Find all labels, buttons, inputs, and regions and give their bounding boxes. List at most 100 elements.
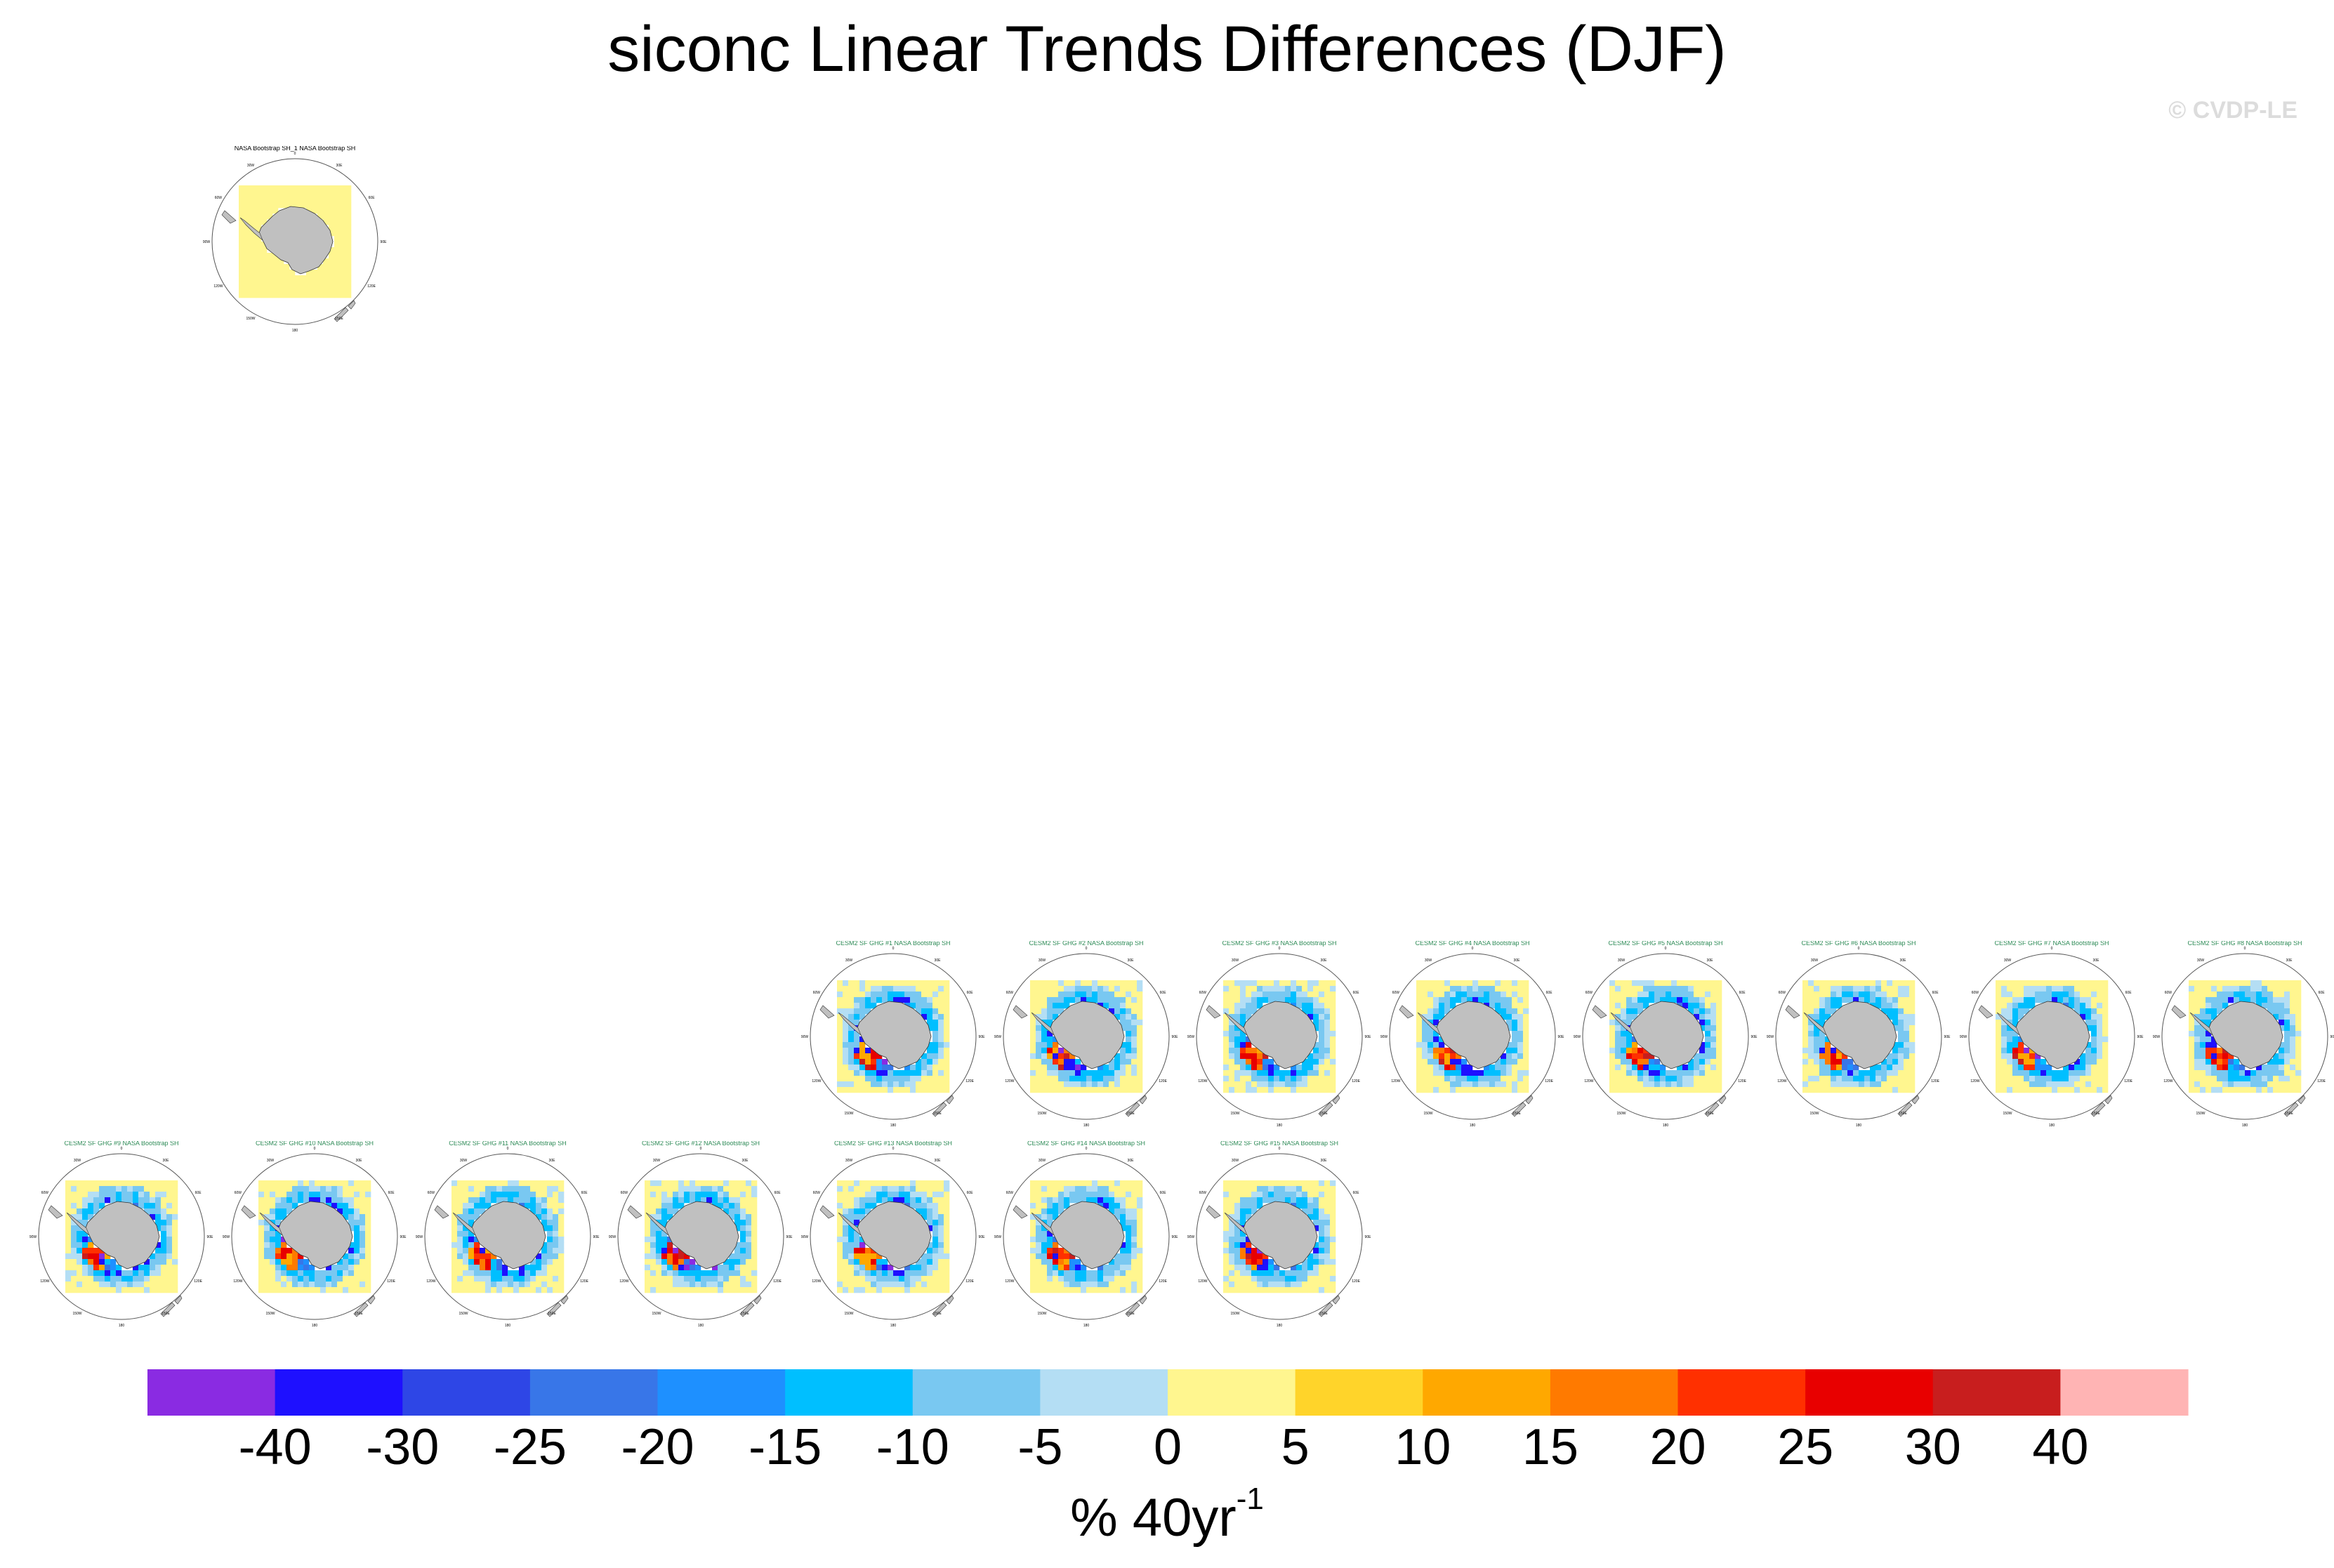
grid-cell [267,286,273,293]
grid-cell [1688,1059,1694,1065]
longitude-label: 30W [74,1159,81,1163]
grid-cell [1632,1003,1638,1009]
grid-cell [848,1276,855,1282]
grid-cell [525,1287,531,1293]
south-america-land [1399,1005,1414,1019]
grid-cell [859,1180,866,1187]
grid-cell [1609,1042,1616,1048]
grid-cell [2052,991,2058,998]
grid-cell [166,1287,173,1293]
grid-cell [1234,1087,1241,1093]
grid-cell [684,1265,690,1271]
grid-cell [1808,1003,1814,1009]
data-grid [239,185,352,298]
grid-cell [1609,1020,1616,1026]
grid-cell [2052,1070,2058,1076]
grid-cell [2239,1081,2246,1088]
grid-cell [944,1287,950,1293]
longitude-label: 90W [801,1035,809,1039]
south-america-land [434,1205,449,1219]
grid-cell [1609,1048,1616,1054]
grid-cell [899,991,905,998]
grid-cell [250,208,256,214]
grid-cell [1523,1036,1529,1043]
grid-cell [1030,1253,1036,1260]
grid-cell [323,202,329,209]
grid-cell [1699,1008,1706,1015]
grid-cell [746,1265,752,1271]
grid-cell [865,1053,871,1060]
grid-cell [1069,1081,1076,1088]
grid-cell [2102,1014,2109,1020]
grid-cell [932,1214,939,1220]
grid-cell [155,1180,161,1187]
grid-cell [1705,1031,1711,1037]
grid-cell [530,1186,536,1192]
grid-cell [837,1203,843,1209]
grid-cell [1097,1276,1104,1282]
grid-cell [2194,980,2201,987]
longitude-label: 30E [1707,958,1714,963]
grid-cell [267,185,273,192]
grid-cell [1489,1070,1496,1076]
grid-cell [1637,1070,1644,1076]
grid-cell [729,1214,735,1220]
grid-cell [927,1065,933,1071]
grid-cell [558,1203,565,1209]
grid-cell [2200,991,2206,998]
grid-cell [1053,991,1059,998]
grid-cell [2284,1053,2290,1060]
grid-cell [2035,986,2041,992]
grid-cell [712,1282,718,1288]
grid-cell [1064,980,1070,987]
grid-cell [848,1282,855,1288]
grid-cell [718,1186,724,1192]
grid-cell [2262,1087,2268,1093]
grid-cell [876,986,883,992]
grid-cell [1109,1186,1115,1192]
grid-cell [1439,1048,1445,1054]
grid-cell [244,191,251,197]
grid-cell [292,1253,298,1260]
grid-cell [1131,1208,1138,1215]
grid-cell [1428,1081,1434,1088]
grid-cell [508,1197,514,1204]
grid-cell [2267,1076,2274,1082]
grid-cell [1097,1287,1104,1293]
grid-cell [451,1214,458,1220]
grid-cell [116,1287,122,1293]
grid-cell [871,1053,877,1060]
grid-cell [348,1220,355,1226]
antarctica-land [277,1201,353,1270]
grid-cell [1274,1192,1280,1198]
grid-cell [673,1259,679,1265]
grid-cell [871,997,877,1003]
grid-cell [1047,1031,1053,1037]
grid-cell [843,1014,849,1020]
grid-cell [267,270,273,276]
grid-cell [893,1076,899,1082]
grid-cell [1229,1208,1235,1215]
grid-cell [1285,1282,1291,1288]
grid-cell [1120,1025,1126,1032]
grid-cell [1313,1270,1319,1277]
grid-cell [1307,1203,1314,1209]
grid-cell [1654,1059,1661,1065]
grid-cell [1053,997,1059,1003]
grid-cell [1825,1053,1831,1060]
grid-cell [334,225,341,231]
grid-cell [541,1197,548,1204]
grid-cell [1041,1265,1048,1271]
grid-cell [1257,997,1263,1003]
grid-cell [1495,1076,1501,1082]
grid-cell [1909,1025,1916,1032]
grid-cell [667,1276,673,1282]
grid-cell [734,1287,741,1293]
longitude-label: 180 [698,1324,704,1328]
longitude-label: 30W [460,1159,468,1163]
grid-cell [2234,1065,2240,1071]
grid-cell [871,1076,877,1082]
grid-cell [1137,1070,1143,1076]
grid-cell [1229,1070,1235,1076]
grid-cell [1819,1014,1826,1020]
